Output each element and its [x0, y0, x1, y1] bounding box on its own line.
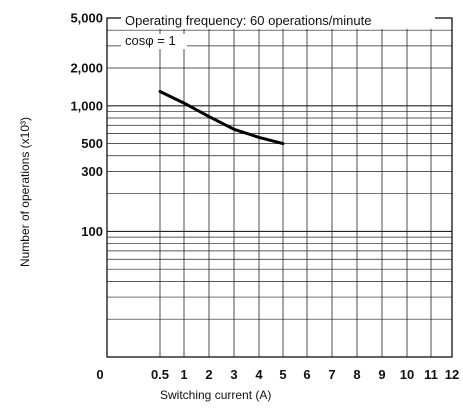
y-tick-label: 1,000 — [70, 98, 103, 113]
x-tick-label: 3 — [230, 367, 237, 382]
x-tick-label: 6 — [303, 367, 310, 382]
x-tick-label: 4 — [255, 367, 263, 382]
annotation-frequency-background — [121, 13, 435, 29]
y-tick-label: 5,000 — [70, 11, 103, 26]
grid — [106, 17, 453, 358]
x-tick-label: 0.5 — [151, 367, 169, 382]
x-tick-label: 0 — [96, 367, 103, 382]
y-tick-labels: 5,000 2,000 1,000 500 300 100 — [70, 11, 103, 239]
x-tick-label: 12 — [445, 367, 459, 382]
x-tick-labels: 0 0.5 1 2 3 4 5 6 7 8 9 10 11 12 — [96, 367, 459, 382]
annotation-frequency: Operating frequency: 60 operations/minut… — [125, 13, 371, 28]
series — [158, 90, 285, 146]
x-axis-label: Switching current (A) — [160, 388, 272, 402]
plot-frame — [106, 17, 453, 358]
annotation-cosphi: cosφ = 1 — [125, 33, 176, 48]
x-tick-label: 5 — [279, 367, 286, 382]
x-tick-label: 9 — [378, 367, 385, 382]
annotations: Operating frequency: 60 operations/minut… — [121, 13, 435, 49]
y-tick-label: 100 — [81, 224, 103, 239]
x-tick-label: 10 — [400, 367, 414, 382]
x-tick-label: 1 — [180, 367, 187, 382]
x-tick-label: 7 — [328, 367, 335, 382]
y-tick-label: 2,000 — [70, 60, 103, 75]
x-tick-label: 11 — [424, 367, 438, 382]
annotation-cosphi-background — [121, 34, 187, 49]
series-line — [158, 90, 285, 146]
y-tick-label: 500 — [81, 136, 103, 151]
x-tick-label: 8 — [353, 367, 360, 382]
x-tick-label: 2 — [205, 367, 212, 382]
y-axis-label: Number of operations (x10³) — [18, 116, 32, 268]
y-tick-label: 300 — [81, 164, 103, 179]
